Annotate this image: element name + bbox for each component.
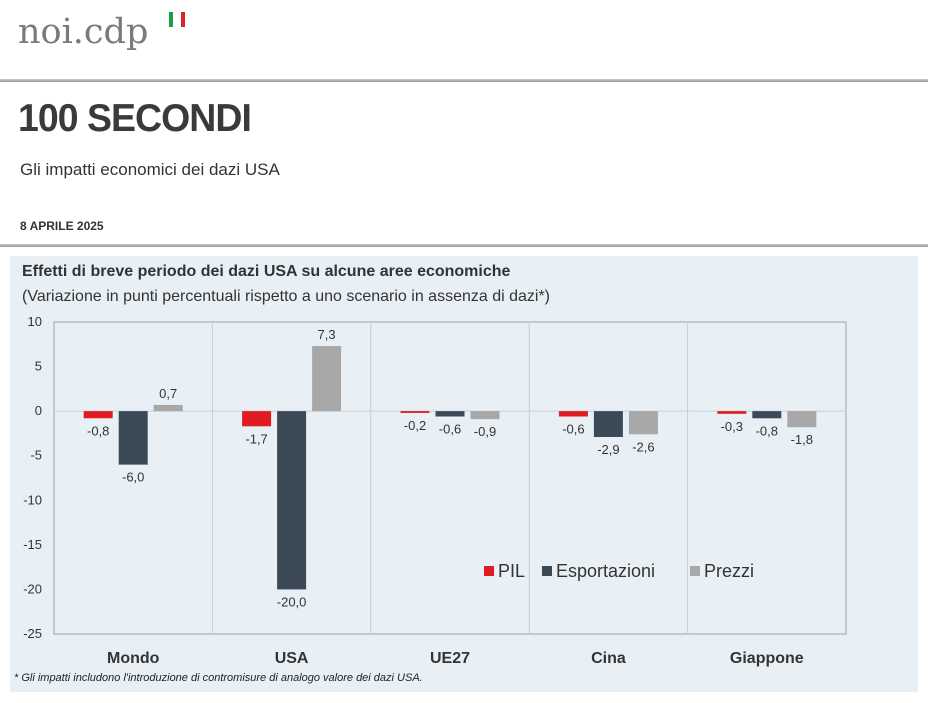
- category-label: Mondo: [107, 650, 160, 667]
- bar-pil-usa: [242, 411, 272, 427]
- bar-pil-giappone: [717, 411, 747, 414]
- publication-date: 8 APRILE 2025: [20, 219, 104, 233]
- data-label: -1,7: [245, 431, 267, 446]
- y-tick-label: 5: [35, 359, 42, 374]
- y-tick-label: -5: [30, 448, 42, 463]
- y-tick-label: -10: [23, 492, 42, 507]
- y-tick-label: 10: [28, 314, 42, 329]
- data-label: -0,6: [562, 421, 584, 436]
- logo-text: noi.cdp: [18, 12, 149, 52]
- data-label: -0,2: [404, 418, 426, 433]
- data-label: -20,0: [277, 594, 307, 609]
- bar-pil-ue27: [400, 411, 430, 413]
- category-label: Giappone: [730, 650, 804, 667]
- bar-prezzi-ue27: [470, 411, 500, 420]
- page-subtitle: Gli impatti economici dei dazi USA: [20, 160, 280, 179]
- page-title: 100 SECONDI: [18, 97, 252, 140]
- data-label: -0,8: [756, 423, 778, 438]
- data-label: -2,6: [632, 439, 654, 454]
- data-label: -2,9: [597, 442, 619, 457]
- bar-esportazioni-cina: [593, 411, 623, 437]
- y-tick-label: -20: [23, 581, 42, 596]
- bar-pil-cina: [558, 411, 588, 417]
- legend-swatch-pil: [484, 566, 494, 576]
- logo: noi.cdp: [18, 12, 185, 58]
- category-label: UE27: [430, 650, 470, 667]
- chart-subtitle: (Variazione in punti percentuali rispett…: [22, 288, 551, 305]
- y-tick-label: -25: [23, 626, 42, 641]
- italian-flag-icon: [169, 12, 185, 27]
- data-label: -1,8: [791, 432, 813, 447]
- data-label: -0,6: [439, 421, 461, 436]
- chart-panel: [10, 256, 918, 692]
- data-label: 7,3: [318, 327, 336, 342]
- legend-label-pil: PIL: [498, 561, 525, 581]
- y-tick-label: -15: [23, 537, 42, 552]
- bar-esportazioni-mondo: [118, 411, 148, 465]
- chart-title: Effetti di breve periodo dei dazi USA su…: [22, 263, 511, 280]
- data-label: -0,3: [721, 419, 743, 434]
- content-divider: [0, 244, 928, 247]
- plot-frame: [53, 321, 847, 635]
- bar-esportazioni-ue27: [435, 411, 465, 417]
- category-label: USA: [275, 650, 309, 667]
- bar-prezzi-usa: [312, 346, 342, 412]
- bar-esportazioni-usa: [277, 411, 307, 590]
- bar-prezzi-mondo: [153, 404, 183, 412]
- bar-pil-mondo: [83, 411, 113, 419]
- legend-label-prezzi: Prezzi: [704, 561, 754, 581]
- header-divider: [0, 79, 928, 82]
- data-label: -0,8: [87, 423, 109, 438]
- bar-prezzi-giappone: [787, 411, 817, 428]
- legend-swatch-prezzi: [690, 566, 700, 576]
- data-label: -0,9: [474, 424, 496, 439]
- y-tick-label: 0: [35, 403, 42, 418]
- chart-footnote: * Gli impatti includono l'introduzione d…: [14, 672, 423, 684]
- data-label: 0,7: [159, 386, 177, 401]
- bar-prezzi-cina: [628, 411, 658, 435]
- legend-swatch-esportazioni: [542, 566, 552, 576]
- data-label: -6,0: [122, 470, 144, 485]
- bar-esportazioni-giappone: [752, 411, 782, 419]
- legend-label-esportazioni: Esportazioni: [556, 561, 655, 581]
- category-label: Cina: [591, 650, 626, 667]
